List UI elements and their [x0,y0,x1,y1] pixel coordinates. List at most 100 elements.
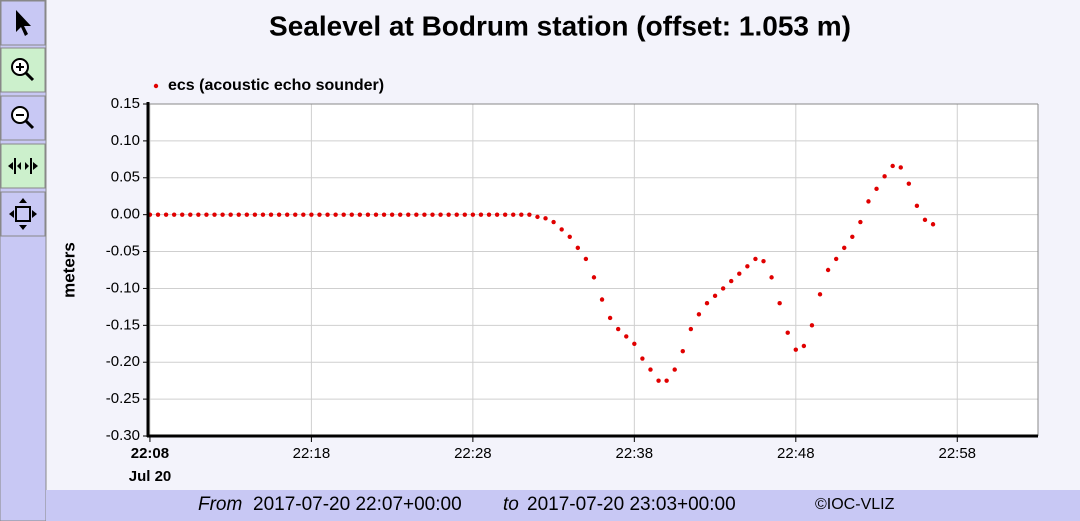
legend-marker [153,83,159,89]
data-point [575,245,581,251]
data-point [260,212,266,217]
data-point [890,163,895,169]
data-point [833,256,839,262]
pointer-button[interactable] [0,0,46,46]
legend-label: ecs (acoustic echo sounder) [168,77,384,94]
data-point [704,301,710,306]
x-tick-label: 22:28 [454,445,492,462]
data-point [583,256,589,262]
data-point [712,293,718,299]
y-axis-label: meters [59,242,78,298]
data-point [171,212,177,217]
data-point [389,212,395,217]
data-point [398,212,403,217]
data-point [244,212,250,217]
data-point [922,217,928,223]
footer-bar [46,490,1080,521]
data-point [801,343,807,349]
data-point [511,212,516,217]
data-point [309,212,314,217]
data-point [365,212,371,217]
data-point [462,212,467,217]
data-point [898,165,903,170]
data-point [607,315,613,321]
data-point [293,212,298,217]
data-point [373,212,379,217]
data-point [454,212,459,217]
data-point [535,214,540,220]
data-point [640,356,645,361]
x-tick-label: 22:58 [938,445,976,462]
data-point [333,212,338,217]
y-tick-label: -0.10 [106,279,140,296]
data-point [551,219,556,225]
data-point [381,212,387,217]
data-point [559,227,564,232]
footer-to: to [503,494,519,515]
data-point [422,212,427,217]
data-point [519,212,524,217]
y-tick-label: -0.15 [106,316,140,333]
data-point [276,212,282,217]
x-tick-label: 22:08 [131,445,169,462]
y-tick-label: -0.25 [106,390,140,407]
data-point [825,267,831,273]
y-tick-label: 0.00 [111,206,140,223]
data-point [615,326,621,332]
data-point [301,212,306,217]
footer-start: 2017-07-20 22:07+00:00 [253,494,462,515]
data-point [470,212,476,217]
data-point [777,301,782,306]
data-point [664,378,669,383]
data-point [228,212,233,217]
data-point [406,212,411,217]
data-point [793,347,799,352]
data-point [236,212,241,217]
data-point [268,212,274,217]
data-point [252,212,258,217]
chart-title: Sealevel at Bodrum station (offset: 1.05… [269,10,851,41]
data-point [486,212,492,217]
data-point [656,378,661,383]
x-tick-label: 22:18 [293,445,331,462]
footer-end: 2017-07-20 23:03+00:00 [527,494,736,515]
y-tick-label: 0.10 [111,132,140,149]
data-point [906,181,912,186]
x-tick-label: 22:38 [616,445,654,462]
data-point [882,174,887,179]
data-point [720,286,726,291]
fit-horizontal-button[interactable] [0,143,46,189]
data-point [769,275,774,280]
data-point [163,212,169,217]
data-point [648,367,653,372]
data-point [632,341,637,346]
data-point [817,292,823,297]
data-point [680,348,685,354]
data-point [494,212,500,217]
data-point [745,264,750,269]
data-point [688,326,694,332]
data-point [809,323,815,328]
pan-button[interactable] [0,191,46,237]
data-point [527,212,532,217]
data-point [914,203,920,209]
y-tick-label: 0.05 [111,169,140,186]
data-point [672,367,677,372]
data-point [850,234,855,239]
plot-area [148,104,1038,436]
data-point [729,278,734,284]
y-tick-label: 0.15 [111,95,140,112]
data-point [196,212,201,217]
marks [147,163,936,383]
footer-credit: ©IOC-VLIZ [815,496,895,513]
data-point [478,212,484,217]
data-point [624,334,629,339]
data-point [430,212,435,217]
data-point [220,212,225,217]
data-point [502,212,508,217]
zoom-out-button[interactable] [0,95,46,141]
data-point [212,212,217,217]
zoom-in-button[interactable] [0,47,46,93]
